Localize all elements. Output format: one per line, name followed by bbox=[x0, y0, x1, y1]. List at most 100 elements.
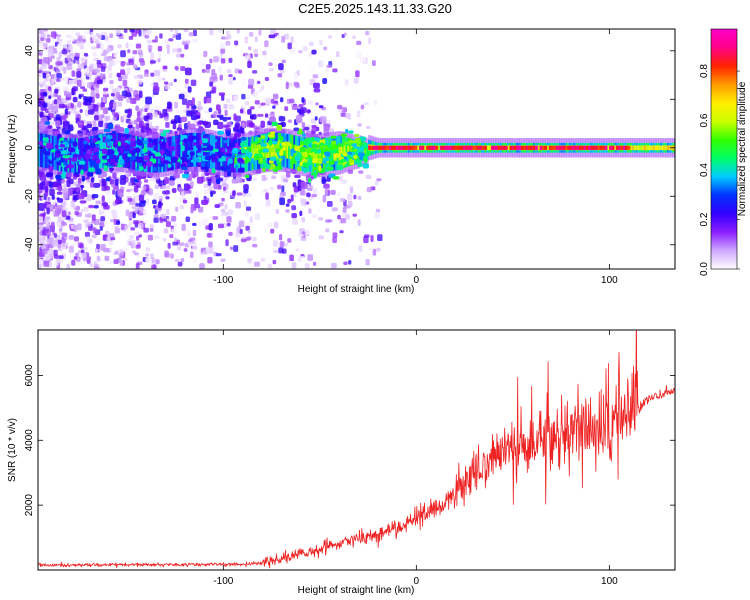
noise-cell bbox=[243, 200, 247, 207]
band-blob bbox=[158, 140, 162, 145]
noise-cell bbox=[180, 116, 188, 123]
noise-cell bbox=[246, 236, 252, 241]
noise-cell bbox=[154, 184, 159, 189]
band-blob bbox=[118, 155, 123, 160]
band-blob bbox=[303, 138, 311, 145]
band-blob bbox=[198, 145, 202, 152]
peak-cell bbox=[588, 145, 592, 150]
noise-cell bbox=[163, 228, 169, 234]
band-blob bbox=[152, 140, 157, 146]
noise-cell bbox=[245, 192, 252, 198]
spectrogram-cells bbox=[38, 29, 675, 293]
noise-cell bbox=[134, 252, 140, 256]
noise-cell bbox=[247, 258, 252, 263]
spectrogram-y-tick-label: 20 bbox=[24, 93, 35, 105]
noise-cell bbox=[271, 175, 277, 179]
band-core-cell bbox=[234, 147, 237, 164]
noise-cell bbox=[358, 245, 363, 252]
noise-cell bbox=[197, 121, 203, 126]
noise-cell bbox=[97, 285, 101, 293]
noise-cell bbox=[357, 195, 362, 201]
noise-cell bbox=[148, 211, 153, 216]
band-blob bbox=[54, 153, 61, 158]
noise-cell bbox=[353, 77, 359, 84]
band-blob bbox=[262, 148, 269, 153]
noise-cell bbox=[190, 79, 197, 87]
peak-cell bbox=[493, 145, 497, 150]
noise-cell bbox=[164, 250, 169, 258]
noise-cell bbox=[46, 207, 50, 215]
noise-cell bbox=[128, 182, 132, 186]
peak-cell bbox=[425, 145, 429, 150]
noise-cell bbox=[220, 232, 225, 237]
colorbar-tick-label: 0.2 bbox=[699, 212, 710, 226]
noise-cell bbox=[332, 237, 337, 244]
noise-cell bbox=[88, 226, 93, 231]
noise-cell bbox=[38, 259, 44, 265]
noise-cell bbox=[274, 63, 279, 68]
noise-cell bbox=[177, 261, 183, 267]
noise-cell bbox=[339, 230, 344, 234]
band-cell bbox=[213, 135, 216, 170]
spectrogram-x-ticks: -100 0 100 bbox=[213, 29, 618, 286]
noise-cell bbox=[113, 52, 118, 58]
peak-cell bbox=[590, 145, 594, 150]
noise-cell bbox=[156, 76, 163, 83]
noise-cell bbox=[57, 94, 62, 100]
noise-cell bbox=[80, 208, 84, 213]
noise-cell bbox=[56, 205, 63, 212]
noise-cell bbox=[41, 244, 46, 250]
noise-cell bbox=[221, 197, 225, 202]
band-blob bbox=[46, 172, 53, 178]
peak-cell bbox=[370, 145, 374, 150]
noise-cell bbox=[193, 259, 197, 263]
noise-cell bbox=[177, 186, 183, 193]
band-blob bbox=[218, 153, 222, 159]
snr-x-tick-label: -100 bbox=[213, 576, 233, 587]
band-blob bbox=[129, 137, 136, 142]
noise-cell bbox=[96, 43, 101, 49]
noise-cell bbox=[254, 126, 261, 131]
noise-cell bbox=[56, 44, 61, 49]
noise-cell bbox=[376, 178, 382, 182]
band-blob bbox=[63, 155, 70, 159]
noise-cell bbox=[62, 86, 69, 92]
band-blob bbox=[223, 139, 228, 144]
noise-cell bbox=[325, 119, 331, 125]
noise-cell bbox=[168, 38, 174, 42]
noise-cell bbox=[133, 64, 138, 69]
noise-cell bbox=[172, 34, 176, 39]
band-blob bbox=[228, 142, 236, 148]
noise-cell bbox=[210, 192, 214, 198]
noise-cell bbox=[341, 107, 348, 113]
noise-cell bbox=[209, 81, 214, 87]
noise-cell bbox=[127, 49, 131, 54]
noise-cell bbox=[159, 218, 164, 224]
band-cell bbox=[79, 138, 83, 173]
band-blob bbox=[105, 135, 113, 140]
noise-cell bbox=[86, 82, 92, 88]
noise-cell bbox=[290, 47, 296, 54]
peak-cell bbox=[562, 145, 566, 150]
noise-cell bbox=[69, 45, 73, 53]
noise-cell bbox=[42, 58, 48, 63]
band-core-cell bbox=[423, 145, 427, 151]
peak-cell bbox=[432, 145, 436, 150]
noise-cell bbox=[203, 184, 209, 188]
band-cell bbox=[176, 134, 180, 169]
peak-cell bbox=[456, 145, 460, 150]
noise-cell bbox=[325, 219, 332, 223]
band-blob bbox=[42, 137, 49, 142]
peak-cell bbox=[597, 145, 601, 150]
noise-cell bbox=[360, 56, 366, 64]
noise-cell bbox=[58, 103, 65, 109]
noise-cell bbox=[200, 62, 207, 67]
noise-cell bbox=[264, 77, 270, 81]
band-blob bbox=[186, 146, 191, 151]
noise-cell bbox=[72, 242, 77, 247]
noise-cell bbox=[53, 249, 58, 256]
peak-cell bbox=[618, 145, 622, 150]
band-core-cell bbox=[661, 145, 665, 151]
band-blob bbox=[211, 168, 216, 174]
band-blob bbox=[44, 121, 51, 125]
